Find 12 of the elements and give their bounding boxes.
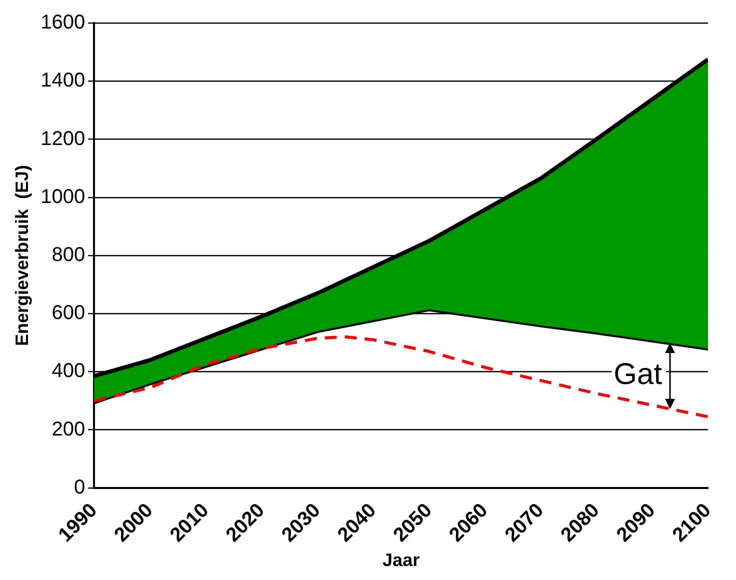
annotation: Gat (614, 358, 663, 392)
y-tick-label: 1400 (40, 70, 86, 92)
y-tick-label: 800 (52, 244, 86, 266)
y-tick-label: 400 (52, 360, 86, 382)
y-axis-title: Energieverbruik (EJ) (12, 164, 32, 346)
x-axis-title: Jaar (382, 550, 420, 570)
y-tick-label: 200 (52, 418, 86, 440)
y-tick-label: 600 (52, 302, 86, 324)
y-tick-label: 1200 (40, 128, 86, 150)
y-tick-label: 1000 (40, 186, 86, 208)
y-tick-label: 0 (74, 476, 86, 498)
y-tick-label: 1600 (40, 12, 86, 34)
